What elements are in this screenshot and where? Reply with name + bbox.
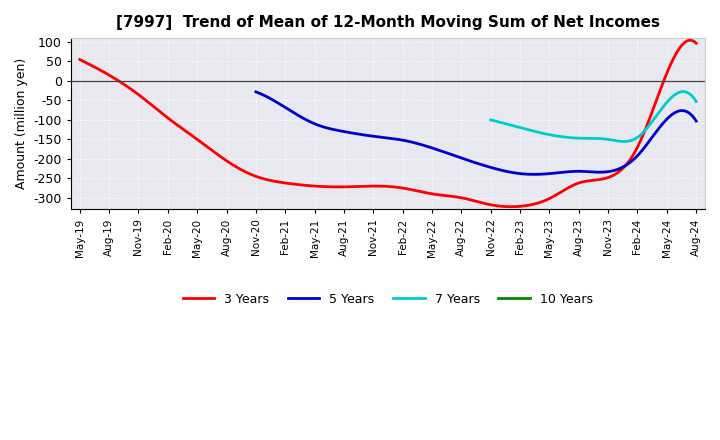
3 Years xyxy=(76,57,84,62)
7 Years xyxy=(620,139,629,144)
Legend: 3 Years, 5 Years, 7 Years, 10 Years: 3 Years, 5 Years, 7 Years, 10 Years xyxy=(179,288,598,311)
3 Years xyxy=(78,58,86,63)
5 Years xyxy=(521,172,530,177)
3 Years xyxy=(636,138,645,143)
3 Years xyxy=(506,204,515,209)
5 Years xyxy=(513,171,522,176)
Title: [7997]  Trend of Mean of 12-Month Moving Sum of Net Incomes: [7997] Trend of Mean of 12-Month Moving … xyxy=(116,15,660,30)
5 Years xyxy=(624,161,633,166)
5 Years xyxy=(251,89,260,95)
3 Years xyxy=(441,193,449,198)
7 Years xyxy=(608,138,617,143)
5 Years xyxy=(530,172,539,177)
5 Years xyxy=(512,171,521,176)
Line: 5 Years: 5 Years xyxy=(256,92,696,174)
7 Years xyxy=(692,99,701,104)
7 Years xyxy=(673,90,682,95)
5 Years xyxy=(652,129,661,134)
Y-axis label: Amount (million yen): Amount (million yen) xyxy=(15,58,28,189)
7 Years xyxy=(487,117,496,123)
Line: 3 Years: 3 Years xyxy=(80,40,696,207)
5 Years xyxy=(692,118,701,124)
7 Years xyxy=(679,89,688,94)
3 Years xyxy=(597,176,606,182)
3 Years xyxy=(453,194,462,200)
3 Years xyxy=(685,37,694,43)
5 Years xyxy=(253,90,261,95)
7 Years xyxy=(660,103,669,108)
Line: 7 Years: 7 Years xyxy=(491,92,696,142)
7 Years xyxy=(608,137,616,143)
3 Years xyxy=(692,40,701,46)
3 Years xyxy=(442,193,451,198)
7 Years xyxy=(612,138,621,143)
7 Years xyxy=(487,117,495,122)
